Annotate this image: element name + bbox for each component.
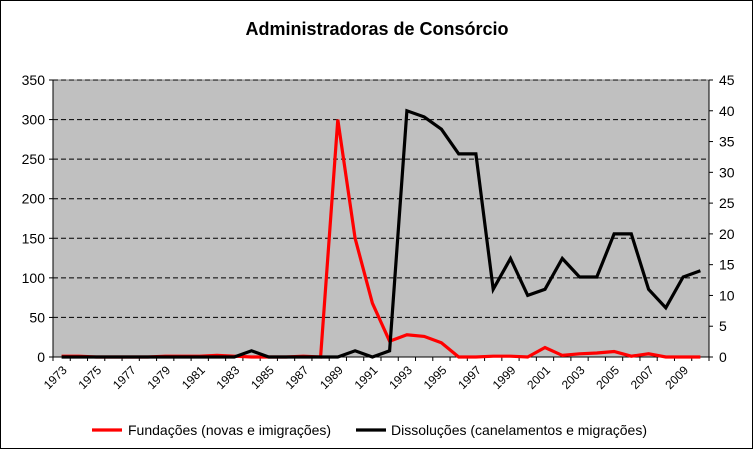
y-tick-label-right: 0: [719, 349, 727, 365]
y-tick-label-left: 250: [22, 151, 46, 167]
x-tick-label: 1991: [352, 363, 381, 392]
x-tick-label: 2005: [593, 363, 622, 392]
y-tick-label-right: 15: [719, 257, 735, 273]
x-tick-label: 1989: [317, 363, 346, 392]
x-tick-label: 1975: [75, 363, 104, 392]
x-tick-label: 1993: [386, 363, 415, 392]
y-axis-left: 0 50 100 150 200 250 300 350: [22, 72, 54, 365]
series-line-dissolucoes: [61, 108, 701, 359]
y-tick-label-right: 35: [719, 134, 735, 150]
y-tick-label-left: 300: [22, 112, 46, 128]
x-tick-label: 2007: [628, 363, 657, 392]
x-tick-label: 1997: [455, 363, 484, 392]
y-axis-right: 0 5 10 15 20 25 30 35 40 45: [708, 72, 735, 365]
y-tick-label-right: 45: [719, 72, 735, 88]
y-tick-label-left: 150: [22, 230, 46, 246]
y-tick-label-right: 20: [719, 226, 735, 242]
legend: Fundações (novas e imigrações) Dissoluçõ…: [92, 422, 647, 438]
x-tick-label: 1979: [144, 363, 173, 392]
x-tick-label: 1973: [41, 363, 70, 392]
y-tick-label-left: 200: [22, 191, 46, 207]
y-tick-label-right: 5: [719, 318, 727, 334]
y-tick-label-right: 30: [719, 164, 735, 180]
x-tick-label: 1999: [490, 363, 519, 392]
x-tick-label: 1981: [179, 363, 208, 392]
x-tick-label: 1987: [283, 363, 312, 392]
y-tick-label-right: 10: [719, 287, 735, 303]
x-tick-label: 1983: [214, 363, 243, 392]
legend-label-fundacoes: Fundações (novas e imigrações): [128, 422, 331, 438]
x-tick-label: 2001: [524, 363, 553, 392]
x-tick-label: 2009: [662, 363, 691, 392]
x-tick-label: 1985: [248, 363, 277, 392]
y-tick-label-right: 25: [719, 195, 735, 211]
x-tick-label: 1977: [110, 363, 139, 392]
plot-area: [52, 79, 710, 358]
x-axis: 1973 1975 1977 1979 1981 1983 1985 1987 1989 1991…: [41, 356, 710, 392]
x-tick-label: 2003: [559, 363, 588, 392]
x-tick-label: 1995: [421, 363, 450, 392]
y-tick-label-left: 100: [22, 270, 46, 286]
gridlines: [53, 79, 709, 318]
series-layer: [61, 108, 701, 359]
y-tick-label-left: 350: [22, 72, 46, 88]
legend-label-dissolucoes: Dissoluções (canelamentos e migrações): [391, 422, 647, 438]
y-tick-label-right: 40: [719, 103, 735, 119]
y-tick-label-left: 0: [37, 349, 45, 365]
chart-title: Administradoras de Consórcio: [245, 19, 508, 39]
y-tick-label-left: 50: [29, 309, 45, 325]
